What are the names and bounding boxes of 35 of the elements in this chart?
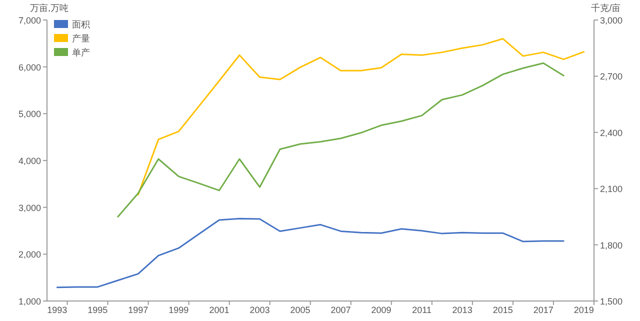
y2-tick-label: 1,500 <box>600 296 623 306</box>
y-tick-label: 5,000 <box>18 109 41 120</box>
y-tick-label: 7,000 <box>18 16 41 26</box>
x-tick-label: 1995 <box>88 305 108 315</box>
y2-tick-label: 3,000 <box>600 16 623 26</box>
x-tick-label: 2005 <box>290 305 310 315</box>
line-series <box>56 218 564 288</box>
x-tick-label: 2017 <box>533 305 554 315</box>
y-tick-label: 3,000 <box>18 202 41 213</box>
x-tick-label: 2009 <box>371 305 392 315</box>
x-tick-label: 2003 <box>250 305 270 315</box>
y-axis-title: 万亩,万吨 <box>30 3 69 13</box>
y-tick-label: 2,000 <box>18 250 41 260</box>
y-tick-label: 4,000 <box>18 156 41 166</box>
x-tick-label: 2015 <box>492 305 513 315</box>
y2-tick-label: 2,700 <box>600 72 623 82</box>
y2-tick-label: 2,100 <box>600 184 623 194</box>
x-tick-label: 2019 <box>574 305 594 315</box>
y-tick-label: 1,000 <box>18 296 41 306</box>
x-tick-label: 2013 <box>452 305 472 315</box>
x-tick-label: 2001 <box>209 305 230 315</box>
line-series <box>137 38 585 196</box>
x-tick-label: 1999 <box>168 305 189 315</box>
x-tick-label: 1993 <box>47 305 68 315</box>
y-tick-label: 6,000 <box>18 62 41 72</box>
y2-tick-label: 2,400 <box>600 128 623 138</box>
legend-label: 面积 <box>72 20 90 30</box>
x-tick-label: 2011 <box>412 305 432 315</box>
x-tick-label: 2007 <box>330 305 351 315</box>
y2-tick-label: 1,800 <box>600 240 623 250</box>
x-tick-label: 1997 <box>128 305 148 315</box>
legend-label: 产量 <box>72 34 90 44</box>
legend-label: 单产 <box>72 48 90 58</box>
y2-axis-title: 千克/亩 <box>591 3 621 13</box>
line-series <box>117 62 564 218</box>
